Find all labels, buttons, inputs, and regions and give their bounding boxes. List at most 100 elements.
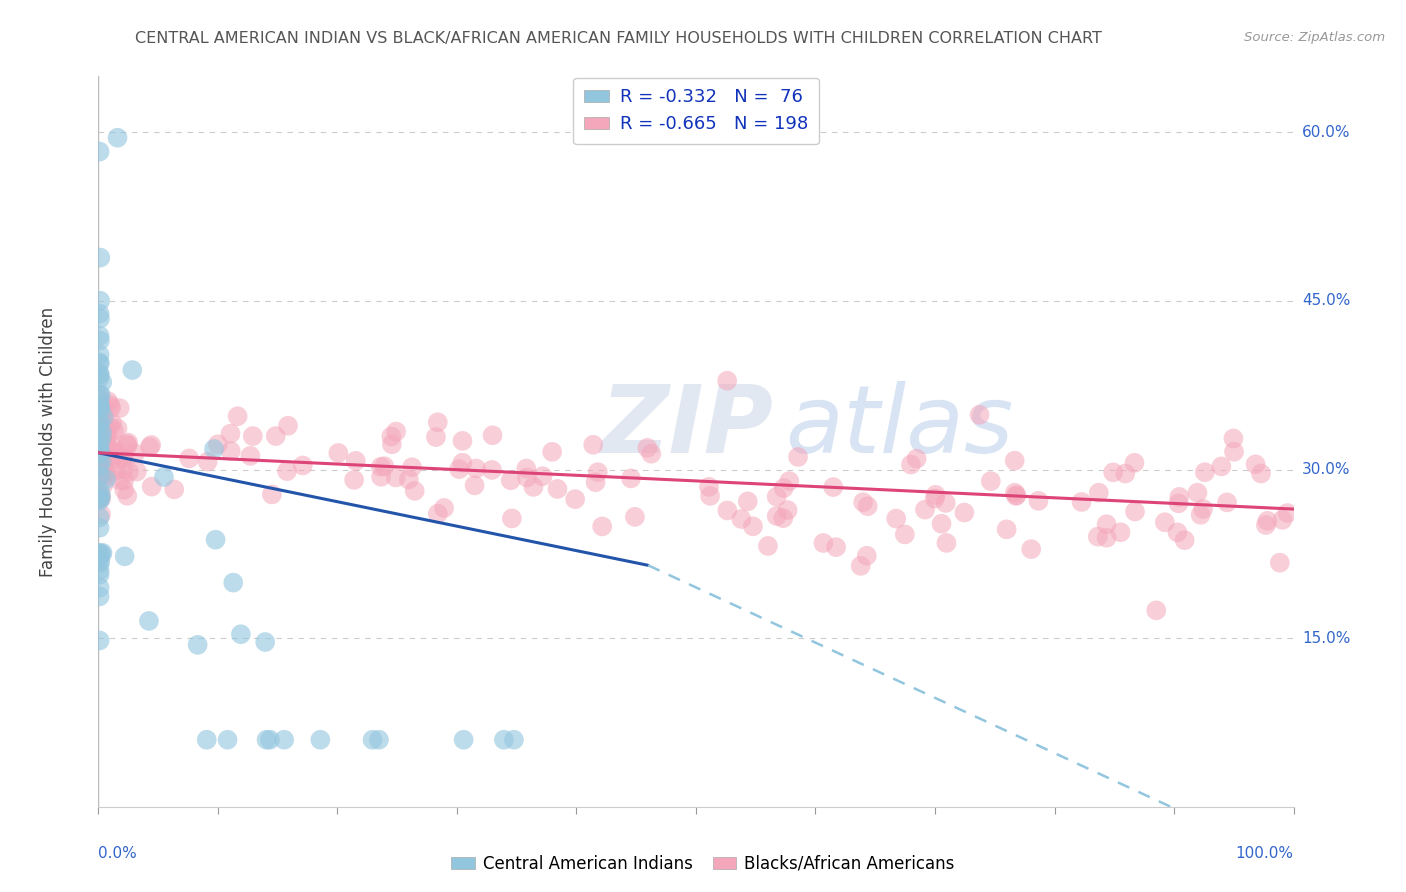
Point (90, 508, 112, 522)
Point (93, 410, 115, 425)
Point (699, 489, 721, 503)
Text: CENTRAL AMERICAN INDIAN VS BLACK/AFRICAN AMERICAN FAMILY HOUSEHOLDS WITH CHILDRE: CENTRAL AMERICAN INDIAN VS BLACK/AFRICAN… (135, 31, 1102, 46)
Point (89, 307, 111, 321)
Point (373, 459, 395, 474)
Point (344, 454, 367, 468)
Point (91, 400, 114, 414)
Point (501, 511, 523, 525)
Point (1256, 514, 1278, 528)
Legend: Central American Indians, Blacks/African Americans: Central American Indians, Blacks/African… (444, 848, 962, 880)
Point (89, 442, 111, 457)
Legend: R = -0.332   N =  76, R = -0.665   N = 198: R = -0.332 N = 76, R = -0.665 N = 198 (574, 78, 818, 145)
Point (89, 443, 111, 458)
Point (905, 451, 928, 466)
Point (163, 483, 186, 497)
Point (451, 434, 474, 448)
Point (492, 732, 515, 747)
Point (94, 430, 117, 444)
Point (117, 435, 139, 450)
Point (108, 474, 131, 488)
Point (141, 438, 163, 452)
Point (89, 458, 111, 473)
Point (1222, 432, 1244, 446)
Point (90, 488, 112, 502)
Text: Family Households with Children: Family Households with Children (39, 307, 58, 576)
Point (89, 491, 111, 506)
Point (564, 492, 586, 507)
Point (97, 394, 120, 409)
Point (91, 467, 114, 481)
Point (89, 590, 111, 604)
Point (89, 521, 111, 535)
Point (778, 474, 800, 488)
Point (89, 454, 111, 468)
Point (582, 438, 605, 452)
Text: Source: ZipAtlas.com: Source: ZipAtlas.com (1244, 31, 1385, 45)
Point (291, 458, 314, 473)
Point (499, 473, 522, 487)
Point (935, 536, 957, 550)
Point (924, 488, 946, 502)
Point (90, 402, 112, 417)
Point (465, 461, 488, 475)
Point (1123, 456, 1146, 470)
Text: 15.0%: 15.0% (1302, 631, 1350, 646)
Point (89, 469, 111, 483)
Point (89, 426, 111, 441)
Point (370, 459, 392, 474)
Point (89, 563, 111, 577)
Point (94, 472, 117, 486)
Point (620, 471, 643, 485)
Point (1153, 515, 1175, 529)
Point (89, 424, 111, 438)
Point (1168, 490, 1191, 504)
Point (856, 499, 879, 513)
Point (229, 627, 252, 641)
Text: 0.0%: 0.0% (98, 847, 138, 861)
Point (89, 391, 111, 405)
Point (89, 435, 111, 450)
Point (94, 465, 117, 479)
Point (776, 503, 799, 517)
Point (204, 533, 226, 547)
Point (273, 732, 295, 747)
Point (207, 437, 229, 451)
Point (1187, 485, 1209, 500)
Point (98, 419, 121, 434)
Point (1277, 506, 1299, 520)
Point (426, 415, 449, 429)
Point (1109, 525, 1132, 540)
Point (89, 387, 111, 401)
Point (100, 438, 122, 452)
Point (112, 483, 135, 497)
Point (697, 480, 720, 494)
Point (953, 506, 976, 520)
Point (425, 430, 447, 444)
Text: ZIP: ZIP (600, 381, 773, 473)
Point (89, 417, 111, 431)
Point (309, 732, 332, 747)
Point (730, 512, 752, 526)
Point (1095, 517, 1118, 532)
Point (89, 334, 111, 348)
Point (89, 328, 111, 343)
Point (1192, 502, 1215, 516)
Point (89, 567, 111, 582)
Point (108, 401, 131, 416)
Point (89, 401, 111, 415)
Point (89, 491, 111, 506)
Point (404, 483, 426, 498)
Point (89, 489, 111, 503)
Point (89, 425, 111, 439)
Point (195, 732, 218, 747)
Point (1216, 495, 1239, 509)
Point (1271, 513, 1294, 527)
Point (89, 458, 111, 472)
Point (89, 490, 111, 504)
Point (894, 527, 917, 541)
Point (239, 449, 262, 463)
Point (1004, 485, 1026, 500)
Point (772, 481, 794, 495)
Point (256, 732, 278, 747)
Point (89, 416, 111, 430)
